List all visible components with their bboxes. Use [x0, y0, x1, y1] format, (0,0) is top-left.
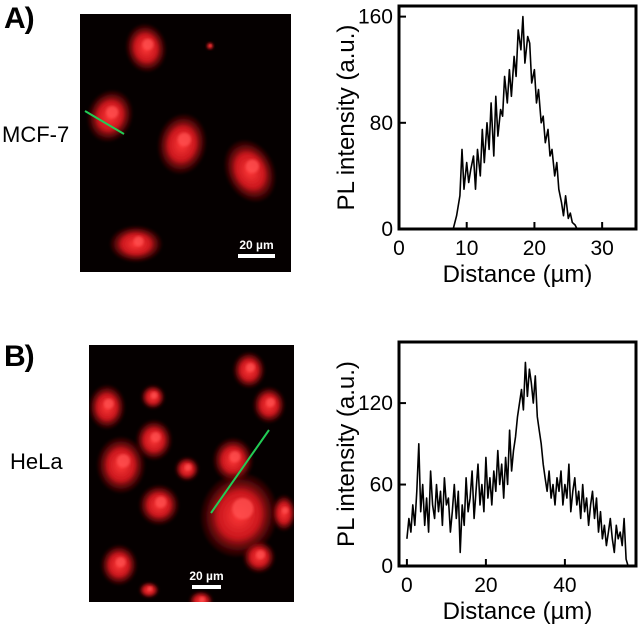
chart-a-y-tick-label: 0 [381, 218, 393, 241]
b-scale-bar [192, 585, 221, 589]
chart-b-y-tick-label: 120 [358, 392, 393, 415]
a-cell [110, 226, 162, 262]
chart-a-x-axis-label: Distance (µm) [443, 261, 593, 288]
a-cell [87, 90, 133, 142]
b-cell [97, 437, 145, 493]
b-cell [89, 385, 125, 429]
b-cell [213, 438, 253, 482]
a-cell [224, 140, 276, 202]
chart-a-y-tick-label: 160 [358, 6, 393, 29]
chart-a-y-tick-label: 80 [370, 112, 393, 135]
panel-a-letter: A) [4, 2, 35, 35]
b-cell [175, 457, 199, 481]
a-cell [157, 114, 207, 174]
panel-b-cell-line-label: HeLa [10, 449, 63, 474]
chart-b-plot-frame [397, 340, 638, 568]
panel-b-micrograph: 20 µm [89, 345, 294, 602]
chart-b-y-axis-label: PL intensity (a.u.) [333, 361, 360, 547]
b-scale-bar-label: 20 µm [189, 569, 223, 583]
chart-b-x-tick-label: 20 [474, 574, 497, 597]
b-cell [136, 420, 172, 460]
panel-b-profile-chart: 0 20 40 0 60 120 Distance (µm) PL intensity (a.… [0, 330, 640, 640]
a-cell [125, 24, 167, 72]
a-scale-bar-label: 20 µm [239, 238, 273, 252]
b-cell [253, 387, 285, 423]
b-cell [200, 473, 278, 557]
panel-a-chart-svg: 0 10 20 30 0 80 160 Distance (µm) PL intensity (… [333, 4, 638, 288]
b-profile-line [210, 429, 270, 514]
b-cell [139, 582, 159, 598]
b-cell [233, 352, 265, 388]
panel-a-micrograph-image: 20 µm [80, 14, 291, 272]
a-scale-bar [238, 254, 275, 258]
chart-a-y-axis-label: PL intensity (a.u.) [333, 25, 360, 211]
panel-a-cell-line-label: MCF-7 [2, 122, 70, 147]
panel-a-profile-chart: 0 10 20 30 0 80 160 Distance (µm) PL intensity (… [0, 0, 640, 310]
chart-b-series-line [406, 361, 629, 567]
b-cell [243, 541, 275, 573]
chart-b-x-tick-label: 40 [553, 574, 576, 597]
panel-b-chart-svg: 0 20 40 0 60 120 Distance (µm) PL intensity (a.… [333, 340, 638, 625]
chart-b-x-axis-label: Distance (µm) [443, 598, 593, 625]
chart-a-plot-frame [397, 4, 638, 231]
chart-a-series-line [399, 15, 623, 230]
a-cell [206, 42, 214, 50]
panel-b-micrograph-image: 20 µm [89, 345, 294, 602]
b-cell [272, 495, 294, 531]
b-cell [101, 545, 137, 585]
a-profile-line [84, 110, 125, 135]
chart-a-x-tick-label: 0 [393, 237, 405, 260]
chart-b-x-tick-label: 0 [401, 574, 413, 597]
b-cell [189, 591, 213, 602]
chart-b-y-tick-label: 0 [381, 555, 393, 578]
chart-a-x-tick-label: 30 [590, 237, 613, 260]
chart-a-x-tick-label: 20 [523, 237, 546, 260]
b-cell [141, 385, 165, 409]
b-cell [139, 485, 179, 525]
panel-b-letter: B) [4, 340, 35, 373]
chart-a-x-tick-label: 10 [455, 237, 478, 260]
chart-b-y-tick-label: 60 [370, 474, 393, 497]
panel-a-micrograph: 20 µm [80, 14, 291, 272]
